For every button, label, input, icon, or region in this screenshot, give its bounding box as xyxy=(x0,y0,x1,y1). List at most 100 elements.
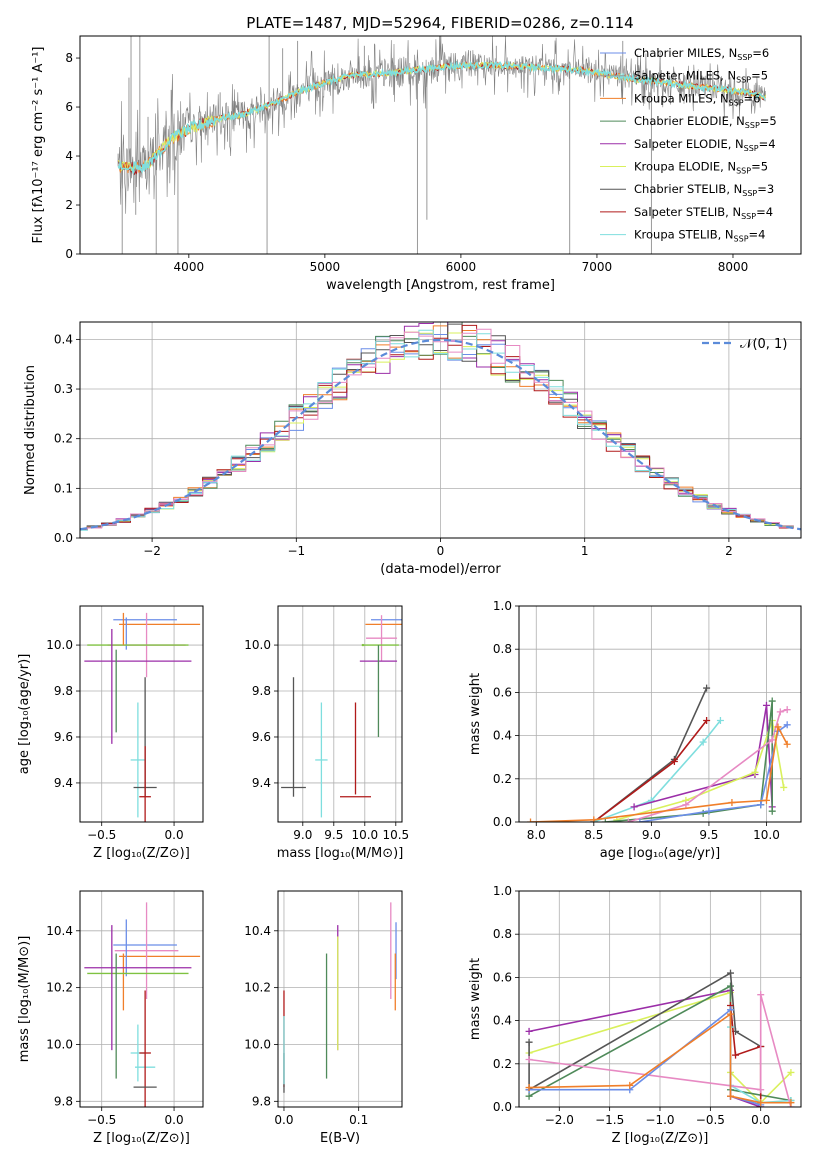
axes-frame xyxy=(277,890,403,1108)
axes-frame xyxy=(79,321,802,539)
weight-marker xyxy=(757,1086,765,1094)
x-tick-label: −0.5 xyxy=(696,1113,725,1127)
weight-marker xyxy=(757,1099,765,1107)
x-tick-label: 5000 xyxy=(310,260,341,274)
weight-marker xyxy=(525,1038,533,1046)
residual-histogram xyxy=(80,328,794,530)
y-tick-label: 0.8 xyxy=(493,642,512,656)
weight-marker xyxy=(787,1068,795,1076)
x-tick-label: 9.5 xyxy=(699,828,718,842)
x-axis-label: E(B-V) xyxy=(320,1131,360,1146)
weight-marker xyxy=(776,708,784,716)
weight-marker xyxy=(780,783,788,791)
x-tick-label: −1.0 xyxy=(645,1113,674,1127)
axes-frame xyxy=(518,890,802,1108)
x-tick-label: 0.0 xyxy=(165,828,184,842)
legend-entry: Kroupa STELIB, NSSP=4 xyxy=(634,228,765,244)
legend-suffix: =6 xyxy=(744,91,761,105)
y-tick-label: 9.6 xyxy=(54,730,73,744)
y-tick-label: 0.6 xyxy=(493,685,512,699)
legend-text: Salpeter ELODIE, N xyxy=(634,137,744,151)
weight-marker xyxy=(601,818,609,822)
x-axis-label: wavelength [Angstrom, rest frame] xyxy=(326,278,555,293)
weight-marker xyxy=(787,1099,795,1107)
x-axis-label: Z [log₁₀(Z/Z⊙)] xyxy=(93,846,190,861)
spectrum-data-line xyxy=(117,36,766,214)
legend-entry: Chabrier STELIB, NSSP=3 xyxy=(634,182,774,198)
y-tick-label: 0.2 xyxy=(493,772,512,786)
legend-suffix: =5 xyxy=(751,160,768,174)
plot-area-massweight_vs_age xyxy=(527,684,791,822)
legend-subscript: SSP xyxy=(737,53,752,62)
weight-marker xyxy=(624,818,632,822)
plot-area-age_vs_mass xyxy=(281,615,402,818)
weight-marker xyxy=(732,1051,740,1059)
plot-area-mass_vs_Z xyxy=(84,902,201,1107)
x-tick-label: 8.0 xyxy=(527,828,546,842)
x-tick-label: 8000 xyxy=(718,260,749,274)
x-axis-label: (data-model)/error xyxy=(380,562,501,577)
legend-text: Chabrier MILES, N xyxy=(634,46,737,60)
y-tick-label: 10.0 xyxy=(46,638,73,652)
x-tick-label: 9.0 xyxy=(642,828,661,842)
y-axis-label: Normed distribution xyxy=(23,365,38,495)
weight-marker xyxy=(762,796,770,804)
weight-marker xyxy=(727,1092,734,1100)
legend-entry: Salpeter STELIB, NSSP=4 xyxy=(634,205,773,221)
legend-text: Kroupa MILES, N xyxy=(634,91,729,105)
x-tick-label: −1.5 xyxy=(595,1113,624,1127)
y-tick-label: 10.0 xyxy=(244,1037,271,1051)
x-axis-label: Z [log₁₀(Z/Z⊙)] xyxy=(93,1131,190,1146)
legend-text: Kroupa STELIB, N xyxy=(634,228,734,242)
y-tick-label: 1.0 xyxy=(493,599,512,613)
weight-marker xyxy=(762,701,770,709)
plot-area-mass_vs_ebv xyxy=(283,902,397,1093)
y-axis-label: mass weight xyxy=(468,673,483,755)
panel-residuals: −2 −1 0 1 2 0.0 0.1 0.2 0.3 0.4 (data-model)/error… xyxy=(23,321,802,577)
axes-frame xyxy=(79,35,802,255)
legend-subscript: SSP xyxy=(742,189,757,198)
weight-marker xyxy=(727,969,734,977)
legend-suffix: =4 xyxy=(759,137,776,151)
normal-curve xyxy=(80,338,801,531)
y-tick-label: 0.0 xyxy=(493,1100,512,1114)
legend-text: Salpeter MILES, N xyxy=(634,69,736,83)
weight-marker xyxy=(727,1010,734,1018)
x-tick-label: −1 xyxy=(287,544,305,558)
legend-subscript: SSP xyxy=(736,76,751,85)
y-tick-label: 0.4 xyxy=(493,1014,512,1028)
weight-marker xyxy=(699,738,707,746)
y-tick-label: 9.8 xyxy=(54,1094,73,1108)
spectrum-model-line xyxy=(117,60,766,175)
y-tick-label: 10.4 xyxy=(46,924,73,938)
y-tick-label: 10.2 xyxy=(244,981,271,995)
panel-massweight_vs_age: 8.0 8.5 9.0 9.5 10.0 0.0 0.2 0.4 0.6 0.8 1.0 age [l… xyxy=(468,599,802,861)
x-tick-label: 9.5 xyxy=(324,828,343,842)
y-axis-label: mass weight xyxy=(468,958,483,1040)
legend-subscript: SSP xyxy=(734,235,749,244)
x-tick-label: −2 xyxy=(143,544,161,558)
weight-marker xyxy=(699,809,707,817)
panel-spectrum: 4000 5000 6000 7000 8000 0 2 4 6 8 wavelength [Ang… xyxy=(31,35,802,293)
legend-suffix: =3 xyxy=(757,182,774,196)
y-tick-label: 8 xyxy=(65,51,73,65)
y-tick-label: 0.2 xyxy=(493,1057,512,1071)
y-tick-label: 10.0 xyxy=(46,1037,73,1051)
weight-marker xyxy=(525,1055,533,1063)
panel-age_vs_mass: 9.0 9.5 10.0 10.5 9.4 9.6 9.8 10.0 mass [log₁₀(M… xyxy=(244,605,409,861)
y-tick-label: 0.3 xyxy=(54,382,73,396)
y-tick-label: 0.8 xyxy=(493,927,512,941)
y-tick-label: 10.2 xyxy=(46,981,73,995)
y-tick-label: 9.6 xyxy=(252,730,271,744)
x-tick-label: 4000 xyxy=(174,260,205,274)
x-tick-label: 7000 xyxy=(582,260,613,274)
x-tick-label: 8.5 xyxy=(584,828,603,842)
weight-marker xyxy=(682,801,690,809)
weight-marker xyxy=(757,801,765,809)
y-tick-label: 1.0 xyxy=(493,884,512,898)
figure-title: PLATE=1487, MJD=52964, FIBERID=0286, z=0… xyxy=(246,14,633,32)
weight-marker xyxy=(768,736,776,744)
legend-subscript: SSP xyxy=(729,98,744,107)
weight-marker xyxy=(728,799,736,807)
